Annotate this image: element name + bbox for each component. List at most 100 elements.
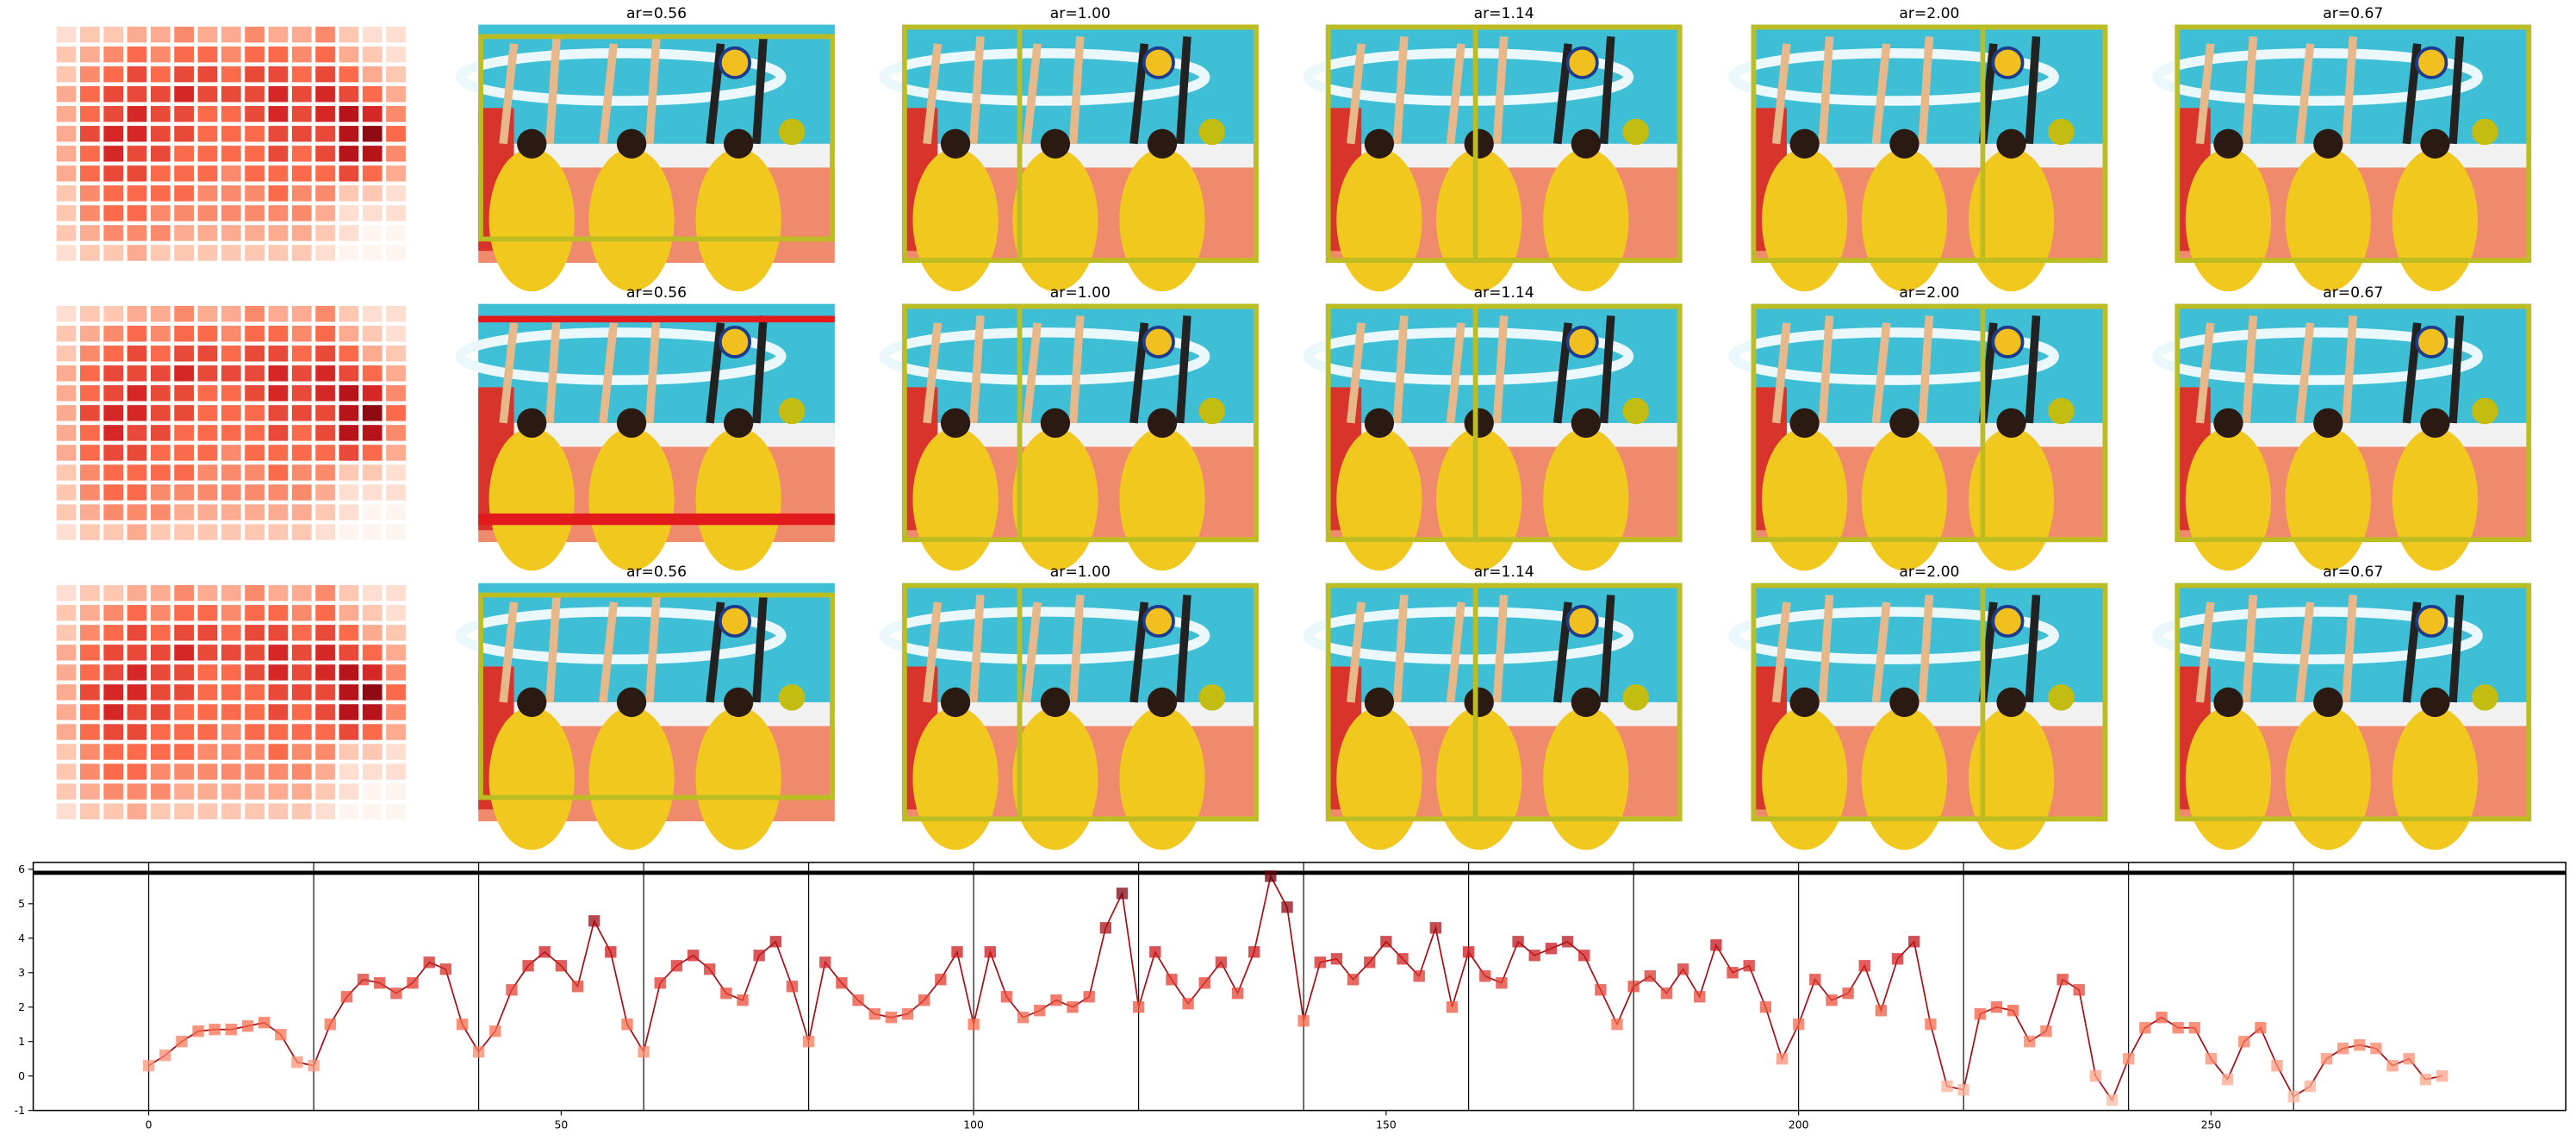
marker: [1528, 950, 1540, 962]
heatmap-cell: [56, 305, 77, 322]
heatmap-cell: [197, 744, 218, 760]
heatmap-cell: [174, 225, 194, 241]
heatmap-cell: [221, 504, 241, 520]
heatmap-cell: [221, 365, 241, 382]
marker: [1710, 939, 1722, 951]
marker: [2040, 1025, 2052, 1037]
player: [1861, 148, 1948, 292]
heatmap-cell: [386, 425, 406, 441]
panel-title: ar=1.00: [1050, 5, 1111, 22]
heatmap-cell: [386, 245, 406, 261]
heatmap-cell: [386, 605, 406, 621]
axes-frame: [32, 862, 2567, 1112]
marker: [1611, 1019, 1623, 1031]
marker: [1595, 984, 1607, 996]
arm: [2025, 315, 2041, 424]
arm: [1918, 315, 1934, 424]
player: [488, 148, 575, 292]
heatmap-cell: [268, 744, 289, 760]
marker: [1644, 970, 1656, 982]
head: [517, 128, 547, 159]
heatmap-cell: [291, 605, 312, 621]
heatmap-cell: [56, 165, 77, 182]
heatmap-cell: [245, 146, 264, 162]
keypoint: [2472, 397, 2498, 425]
arm: [2295, 322, 2315, 424]
heatmap-cell: [103, 724, 124, 740]
heatmap-cell: [315, 664, 335, 681]
heatmap-cell: [245, 484, 264, 501]
photo: [2152, 582, 2532, 850]
heatmap-cell: [291, 185, 312, 202]
heatmap-cell: [386, 205, 406, 221]
heatmap-cell: [268, 704, 289, 720]
heatmap-cell: [79, 605, 100, 621]
heatmap-cell: [197, 365, 218, 382]
heatmap-cell: [127, 85, 147, 103]
heatmap-cell: [386, 405, 406, 421]
ball: [1142, 325, 1175, 358]
arm: [1068, 36, 1085, 145]
head: [2420, 408, 2450, 439]
arm: [1347, 322, 1366, 424]
heatmap-cell: [268, 106, 289, 122]
heatmap-cell: [56, 405, 77, 421]
marker: [2156, 1012, 2168, 1024]
heatmap-cell: [268, 783, 289, 800]
heatmap-cell: [150, 724, 171, 740]
heatmap-cell: [56, 724, 77, 740]
arm: [1818, 595, 1834, 703]
heatmap-cell: [79, 65, 100, 83]
heatmap-cell: [339, 245, 359, 261]
head: [1040, 687, 1071, 718]
heatmap-cell: [245, 126, 264, 142]
heatmap-cell: [245, 106, 264, 122]
marker: [687, 950, 700, 962]
player: [488, 707, 575, 850]
marker: [1462, 946, 1475, 958]
heatmap-cell: [221, 405, 241, 421]
heatmap-cell: [291, 744, 312, 760]
marker: [1149, 946, 1161, 958]
heatmap-cell: [56, 605, 77, 621]
heatmap-cell: [362, 165, 383, 182]
heatmap-cell: [315, 225, 335, 241]
crop-box: [1980, 24, 2108, 264]
heatmap-cell: [56, 704, 77, 720]
heatmap-cell: [268, 585, 289, 601]
heatmap-cell: [79, 684, 100, 701]
heatmap-cell: [56, 425, 77, 441]
marker: [1265, 870, 1277, 882]
heatmap-cell: [245, 165, 264, 182]
marker: [2271, 1060, 2283, 1072]
heatmap-cell: [221, 305, 241, 322]
heatmap-cell: [103, 645, 124, 661]
head: [2313, 128, 2343, 159]
arm: [2295, 601, 2315, 703]
heatmap-cell: [315, 385, 335, 402]
crop-box: [478, 34, 835, 242]
heatmap-cell: [268, 524, 289, 540]
heatmap-cell: [127, 605, 147, 621]
heatmap-cell: [268, 504, 289, 520]
heatmap-cell: [174, 684, 194, 701]
head: [1789, 128, 1820, 159]
arm: [499, 322, 519, 424]
court-stripe: [1728, 607, 2059, 664]
arm: [545, 595, 561, 703]
heatmap-cell: [268, 664, 289, 681]
marker: [1660, 987, 1673, 1000]
heatmap-cell: [103, 504, 124, 520]
heatmap-cell: [268, 126, 289, 142]
heatmap-cell: [291, 405, 312, 421]
arm: [1347, 43, 1366, 145]
heatmap-cell: [150, 484, 171, 501]
heatmap-cell: [56, 645, 77, 661]
heatmap-cell: [174, 126, 194, 142]
heatmap-cell: [221, 126, 241, 142]
heatmap-cell: [174, 385, 194, 402]
heatmap-cell: [386, 165, 406, 182]
heatmap-cell: [103, 46, 124, 63]
arm: [599, 601, 619, 703]
heatmap-cell: [362, 305, 383, 322]
